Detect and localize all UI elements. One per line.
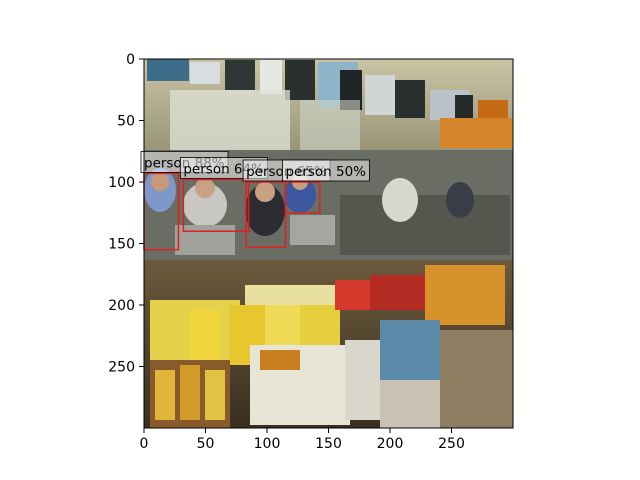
x-tick-label: 0 [140, 436, 149, 452]
y-tick-label: 250 [108, 360, 135, 376]
detection-layer: person 88%person 64%person 65%person 50% [140, 150, 370, 251]
y-axis: 0 50 100 150 200 250 [108, 52, 144, 376]
detection-box [284, 181, 321, 214]
boxes [150, 320, 513, 428]
juice-bottles [150, 265, 505, 365]
y-tick-label: 200 [108, 298, 135, 314]
photo [144, 59, 513, 428]
detection-box [182, 178, 250, 232]
detection-box [245, 181, 287, 248]
y-tick-label: 150 [108, 237, 135, 253]
x-tick-label: 100 [254, 436, 281, 452]
x-tick-label: 250 [438, 436, 465, 452]
detection-label: person 50% [285, 164, 366, 180]
x-axis: 0 50 100 150 200 250 [140, 428, 465, 452]
y-tick-label: 0 [126, 52, 135, 68]
x-tick-label: 200 [377, 436, 404, 452]
x-tick-label: 150 [315, 436, 342, 452]
detection-label-box [282, 159, 370, 182]
y-tick-label: 100 [108, 175, 135, 191]
hanging-banners [147, 59, 512, 148]
y-tick-label: 50 [117, 114, 135, 130]
x-tick-label: 50 [197, 436, 215, 452]
